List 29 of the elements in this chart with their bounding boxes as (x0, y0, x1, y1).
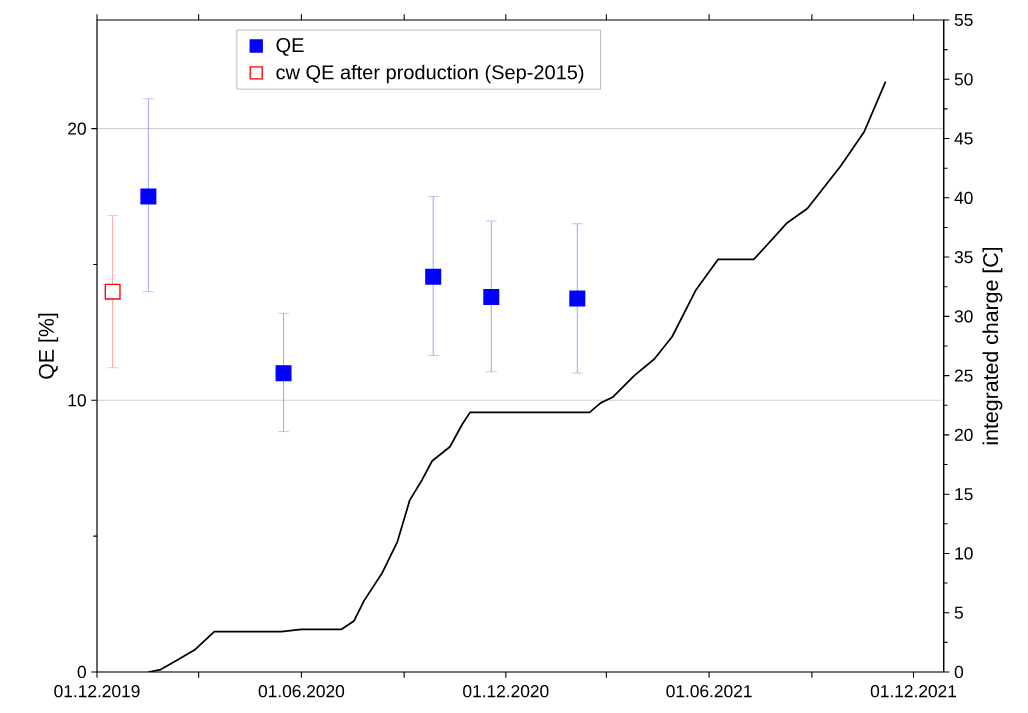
legend-label: cw QE after production (Sep-2015) (276, 64, 584, 84)
y2-tick-label: 0 (954, 665, 964, 679)
point (483, 289, 500, 306)
y2-tick-label: 5 (954, 606, 963, 619)
y2-tick-label: 50 (954, 73, 973, 86)
y-tick-label: 0 (77, 665, 86, 679)
point (425, 268, 442, 285)
y2-tick-label: 15 (955, 488, 973, 501)
y-axis-title: QE [%] (38, 313, 59, 379)
y2-tick-label: 20 (954, 428, 973, 442)
legend-label: QE (276, 38, 304, 56)
y-tick-label: 20 (68, 122, 86, 135)
y2-tick-label: 30 (954, 310, 973, 323)
x-tick-label: 01.12.2020 (463, 685, 549, 698)
point (140, 188, 157, 205)
x-tick-label: 01.06.2021 (666, 685, 752, 698)
y-tick-label: 10 (68, 394, 86, 407)
x-tick-label: 01.06.2020 (258, 685, 345, 698)
y2-tick-label: 40 (954, 191, 973, 204)
y2-tick-label: 45 (954, 132, 973, 145)
y2-tick-label: 35 (954, 250, 973, 264)
x-tick-label: 01.12.2021 (870, 685, 957, 698)
y2-tick-label: 10 (955, 547, 973, 560)
y2-tick-label: 25 (954, 369, 973, 382)
y2-tick-label: 55 (954, 13, 973, 27)
point (569, 290, 586, 307)
point (275, 365, 292, 382)
x-tick-label: 01.12.2019 (54, 685, 140, 698)
y2-axis-title: integrated charge [C] (982, 247, 1003, 445)
